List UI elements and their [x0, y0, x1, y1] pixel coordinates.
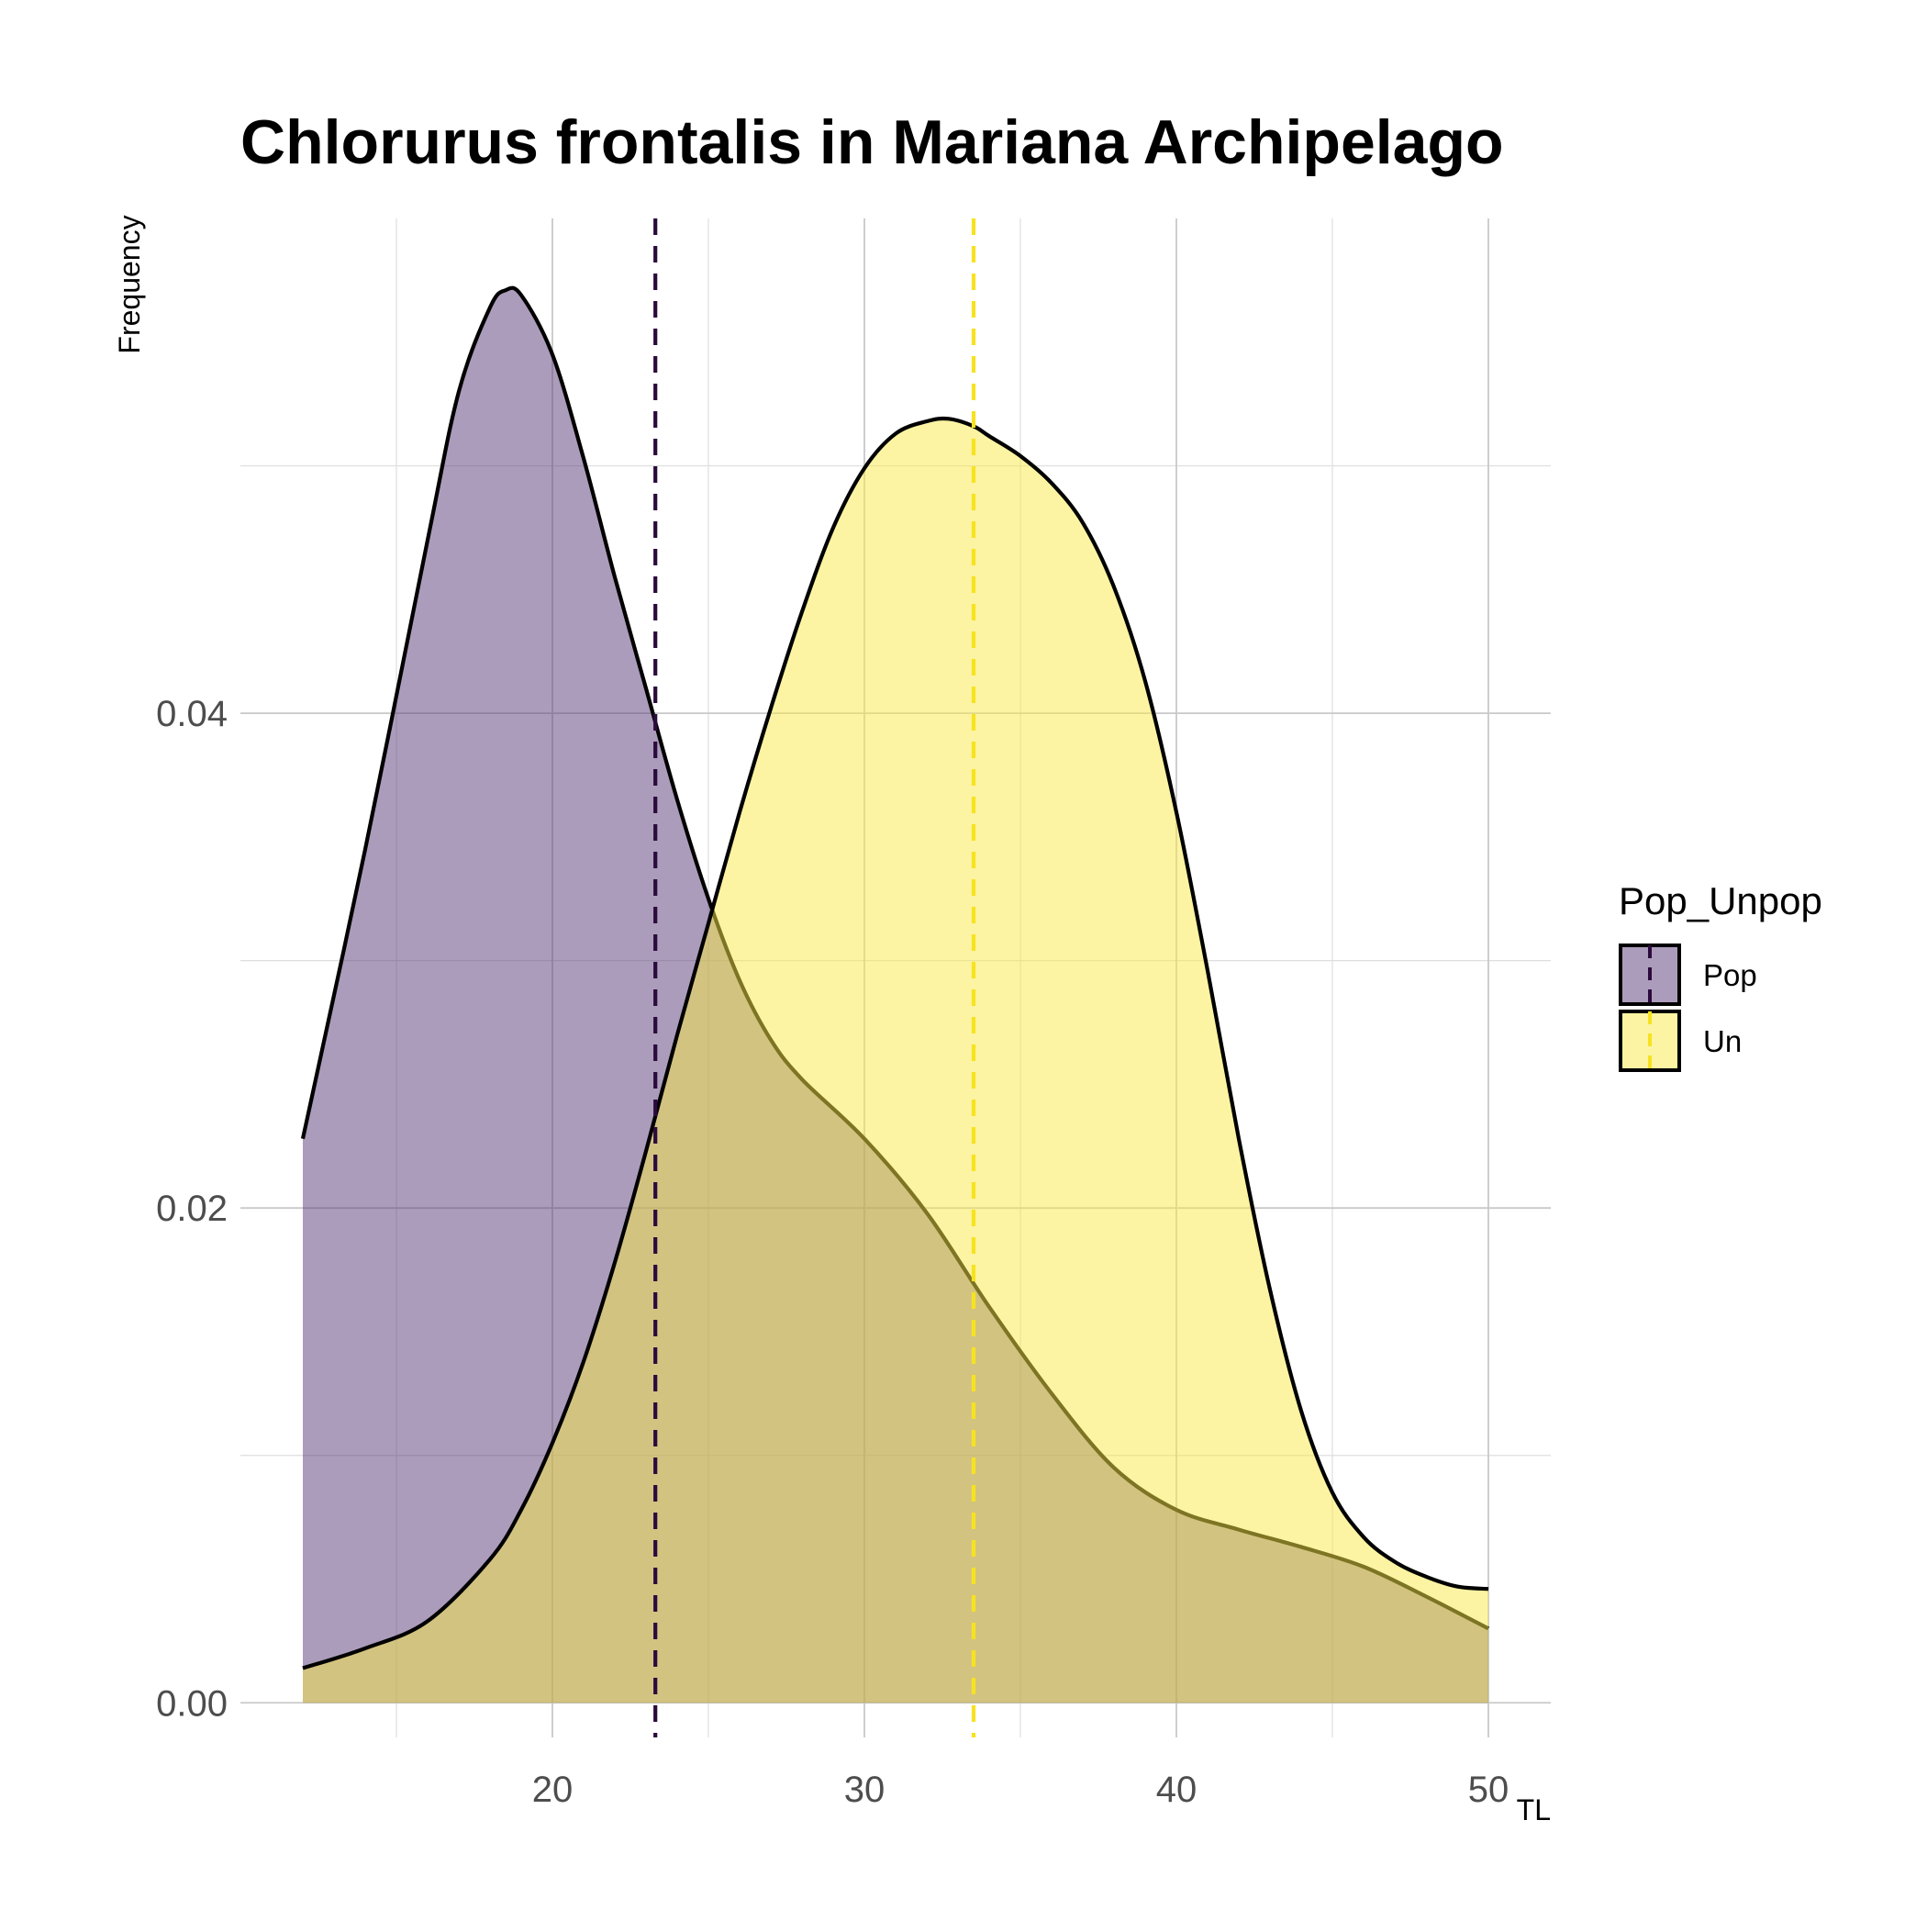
legend: Pop_Unpop Pop Un [1619, 879, 1822, 1072]
x-axis-title: TL [1517, 1793, 1551, 1826]
density-area-un [303, 418, 1488, 1703]
x-tick-label: 50 [1468, 1770, 1509, 1810]
legend-label: Pop [1703, 958, 1757, 992]
x-tick-label: 40 [1156, 1770, 1197, 1810]
legend-item-pop: Pop [1619, 944, 1757, 1006]
y-tick-label: 0.02 [156, 1189, 228, 1229]
legend-label: Un [1703, 1024, 1742, 1058]
y-tick-label: 0.04 [156, 694, 228, 734]
y-axis-title: Frequency [113, 215, 146, 353]
y-tick-label: 0.00 [156, 1683, 228, 1724]
x-tick-label: 30 [844, 1770, 886, 1810]
legend-item-un: Un [1619, 1010, 1742, 1072]
legend-title: Pop_Unpop [1619, 879, 1822, 922]
plot-area: 0.00 0.02 0.04 20 30 40 50 [156, 218, 1551, 1810]
chart-title: Chlorurus frontalis in Mariana Archipela… [240, 107, 1504, 177]
x-tick-label: 20 [532, 1770, 574, 1810]
density-outline-un [302, 416, 1489, 1670]
